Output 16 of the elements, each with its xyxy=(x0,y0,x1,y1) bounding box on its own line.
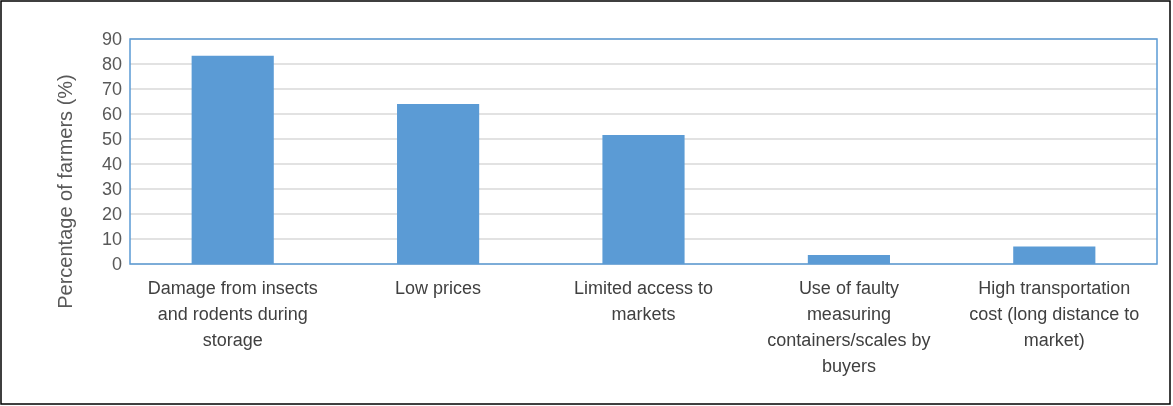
y-tick-label: 60 xyxy=(101,104,122,125)
y-axis-title: Percentage of farmers (%) xyxy=(54,74,76,309)
y-tick-label: 0 xyxy=(111,254,122,275)
y-tick-label: 20 xyxy=(101,204,122,225)
y-tick-label: 40 xyxy=(101,154,122,175)
y-tick-label: 80 xyxy=(101,54,122,75)
y-tick-label: 70 xyxy=(101,79,122,100)
y-tick-label: 30 xyxy=(101,179,122,200)
x-tick-label: Use of faulty measuring containers/scales by buyers xyxy=(767,278,931,376)
x-tick-label: Low prices xyxy=(395,278,482,298)
x-tick-label: High transportation cost (long distance to market) xyxy=(969,278,1140,350)
y-tick-label: 10 xyxy=(101,229,122,250)
x-tick-label: Damage from insects and rodents during storage xyxy=(147,278,318,350)
x-tick-label: Limited access to markets xyxy=(573,278,714,324)
y-tick-label: 90 xyxy=(101,29,122,50)
y-tick-label: 50 xyxy=(101,129,122,150)
